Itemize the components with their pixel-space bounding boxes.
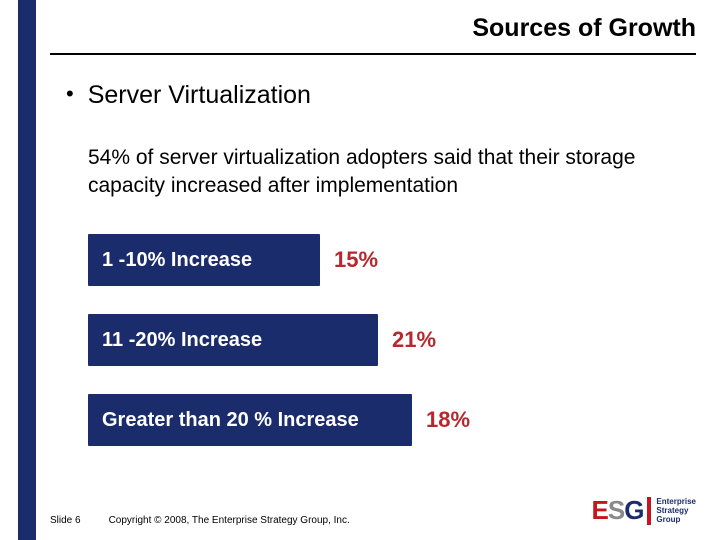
logo-line2: Strategy bbox=[656, 506, 696, 515]
bullet-item: • Server Virtualization bbox=[58, 80, 696, 110]
content-area: • Server Virtualization 54% of server vi… bbox=[58, 80, 696, 474]
bar-row: Greater than 20 % Increase 18% bbox=[88, 394, 696, 446]
bar: Greater than 20 % Increase bbox=[88, 394, 412, 446]
logo-mark: ESG bbox=[592, 495, 644, 526]
bar-value: 18% bbox=[426, 407, 470, 433]
logo-letter-s: S bbox=[608, 495, 624, 525]
bar-label: 11 -20% Increase bbox=[102, 329, 262, 352]
logo-line3: Group bbox=[656, 515, 696, 524]
logo-letter-e: E bbox=[592, 495, 608, 525]
bar: 11 -20% Increase bbox=[88, 314, 378, 366]
footer: Slide 6 Copyright © 2008, The Enterprise… bbox=[50, 515, 350, 526]
title-underline bbox=[50, 53, 696, 55]
bar-row: 1 -10% Increase 15% bbox=[88, 234, 696, 286]
bar: 1 -10% Increase bbox=[88, 234, 320, 286]
bar-chart: 1 -10% Increase 15% 11 -20% Increase 21%… bbox=[88, 234, 696, 446]
bar-row: 11 -20% Increase 21% bbox=[88, 314, 696, 366]
slide-title: Sources of Growth bbox=[50, 14, 696, 49]
esg-logo: ESG Enterprise Strategy Group bbox=[592, 495, 697, 526]
logo-divider bbox=[647, 497, 651, 525]
subtext: 54% of server virtualization adopters sa… bbox=[88, 144, 648, 200]
bar-label: Greater than 20 % Increase bbox=[102, 409, 359, 432]
logo-line1: Enterprise bbox=[656, 497, 696, 506]
left-accent-stripe bbox=[18, 0, 36, 540]
bullet-text: Server Virtualization bbox=[88, 80, 311, 110]
bar-value: 15% bbox=[334, 247, 378, 273]
bar-value: 21% bbox=[392, 327, 436, 353]
bar-label: 1 -10% Increase bbox=[102, 249, 252, 272]
header: Sources of Growth bbox=[50, 14, 696, 55]
logo-text: Enterprise Strategy Group bbox=[656, 497, 696, 524]
bullet-marker: • bbox=[66, 80, 74, 108]
slide-number: Slide 6 bbox=[50, 515, 81, 526]
copyright-text: Copyright © 2008, The Enterprise Strateg… bbox=[109, 515, 350, 526]
logo-letter-g: G bbox=[624, 495, 643, 525]
